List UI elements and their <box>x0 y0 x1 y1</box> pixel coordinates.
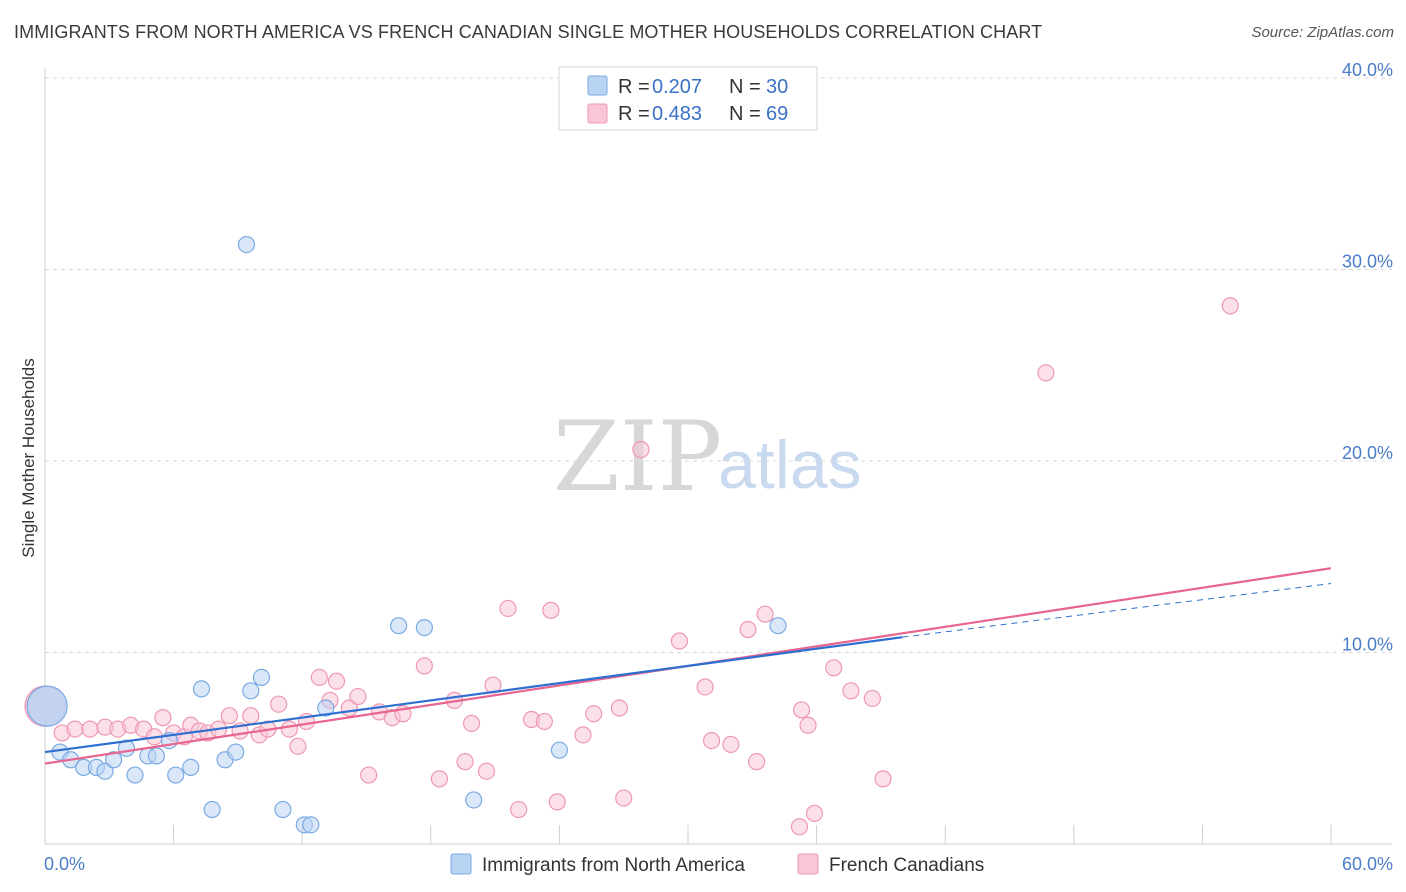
pink-point <box>670 632 689 650</box>
axis-layer: 10.0% 20.0% 30.0% 40.0% <box>44 60 1393 845</box>
blue-point <box>465 791 483 809</box>
pink-point <box>81 720 99 738</box>
legend-r-value-2: 0.483 <box>652 103 702 125</box>
watermark-atlas: atlas <box>718 427 862 503</box>
legend-r-value-1: 0.207 <box>652 76 702 98</box>
y-tick-label: 10.0% <box>1342 635 1393 655</box>
blue-point <box>317 699 335 717</box>
pink-point <box>747 753 766 771</box>
pink-point <box>242 707 260 725</box>
pink-point <box>66 720 84 738</box>
pink-point <box>1221 297 1239 315</box>
blue-point <box>550 741 569 759</box>
pink-point <box>270 695 288 713</box>
pink-point <box>154 709 172 727</box>
chart-title: IMMIGRANTS FROM NORTH AMERICA VS FRENCH … <box>14 22 1043 42</box>
blue-point <box>252 668 271 686</box>
blue-trend-line <box>44 636 903 754</box>
y-tick-label: 40.0% <box>1342 60 1393 80</box>
y-tick-label: 30.0% <box>1342 252 1393 272</box>
blue-point <box>192 680 211 698</box>
y-axis-title: Single Mother Households <box>19 358 38 557</box>
pink-point <box>360 766 378 784</box>
pink-point <box>462 714 481 732</box>
legend-swatch-pink <box>587 103 608 124</box>
legend-r-label-1: R = <box>618 76 650 98</box>
pink-point <box>477 762 496 780</box>
pink-point <box>792 701 811 719</box>
blue-point <box>227 743 245 761</box>
legend-n-label-2: N = <box>729 103 761 125</box>
pink-point <box>510 800 528 819</box>
pink-point <box>739 620 757 639</box>
blue-point <box>274 800 292 819</box>
pink-point <box>696 678 714 696</box>
y-tick-label: 20.0% <box>1342 443 1393 463</box>
pink-point <box>615 789 633 807</box>
points-layer <box>24 236 1239 836</box>
legend-r-label-2: R = <box>618 103 650 125</box>
pink-point <box>610 699 629 717</box>
pink-point <box>499 599 517 618</box>
legend-box: R = 0.207 N = 30 R = 0.483 N = 69 <box>558 66 818 131</box>
bottom-legend-label-blue: Immigrants from North America <box>482 855 745 876</box>
grid-layer <box>45 77 1392 653</box>
pink-point <box>349 687 367 706</box>
blue-point <box>769 617 787 635</box>
blue-trend-line-extension <box>902 583 1332 638</box>
blue-point <box>203 800 221 819</box>
blue-point <box>415 619 433 637</box>
pink-point <box>863 689 881 708</box>
legend-swatch-blue <box>587 75 608 96</box>
legend-n-label-1: N = <box>729 76 761 98</box>
blue-point <box>147 747 166 765</box>
bottom-legend-label-pink: French Canadians <box>829 855 984 876</box>
blue-point <box>104 751 123 769</box>
pink-point <box>842 682 860 700</box>
pink-point <box>548 793 566 811</box>
pink-point <box>632 440 650 459</box>
blue-point <box>167 766 185 784</box>
legend-n-value-1: 30 <box>766 76 788 98</box>
pink-point <box>220 707 238 725</box>
x-tick-label-max: 60.0% <box>1342 854 1393 874</box>
pink-point <box>874 770 892 788</box>
legend-n-value-2: 69 <box>766 103 788 125</box>
trend-layer <box>44 567 1332 765</box>
blue-point <box>96 762 114 780</box>
pink-point <box>310 668 328 686</box>
pink-point <box>327 672 346 690</box>
blue-point <box>26 685 68 727</box>
pink-point <box>702 731 721 750</box>
pink-point <box>722 735 740 754</box>
blue-point <box>302 816 320 834</box>
pink-point <box>574 726 592 744</box>
bottom-legend-swatch-blue <box>450 853 472 875</box>
pink-point <box>756 605 774 623</box>
pink-point <box>1037 364 1055 382</box>
blue-point <box>126 766 144 784</box>
blue-point <box>242 682 260 700</box>
pink-point <box>799 716 817 734</box>
pink-point <box>456 753 474 771</box>
blue-point <box>390 617 408 635</box>
pink-point <box>535 712 553 731</box>
bottom-legend-swatch-pink <box>797 853 819 875</box>
pink-point <box>790 818 809 836</box>
source-label: Source: ZipAtlas.com <box>1251 24 1394 41</box>
pink-point <box>825 659 843 677</box>
pink-point <box>289 737 307 755</box>
pink-point <box>415 657 433 675</box>
pink-point <box>280 720 298 738</box>
x-tick-label-min: 0.0% <box>44 854 85 874</box>
pink-point <box>430 770 448 788</box>
blue-point <box>237 236 256 254</box>
pink-point <box>805 804 824 822</box>
pink-point <box>542 601 560 619</box>
pink-point <box>585 705 603 723</box>
blue-point <box>182 758 200 777</box>
bottom-legend: Immigrants from North America French Can… <box>450 853 984 876</box>
